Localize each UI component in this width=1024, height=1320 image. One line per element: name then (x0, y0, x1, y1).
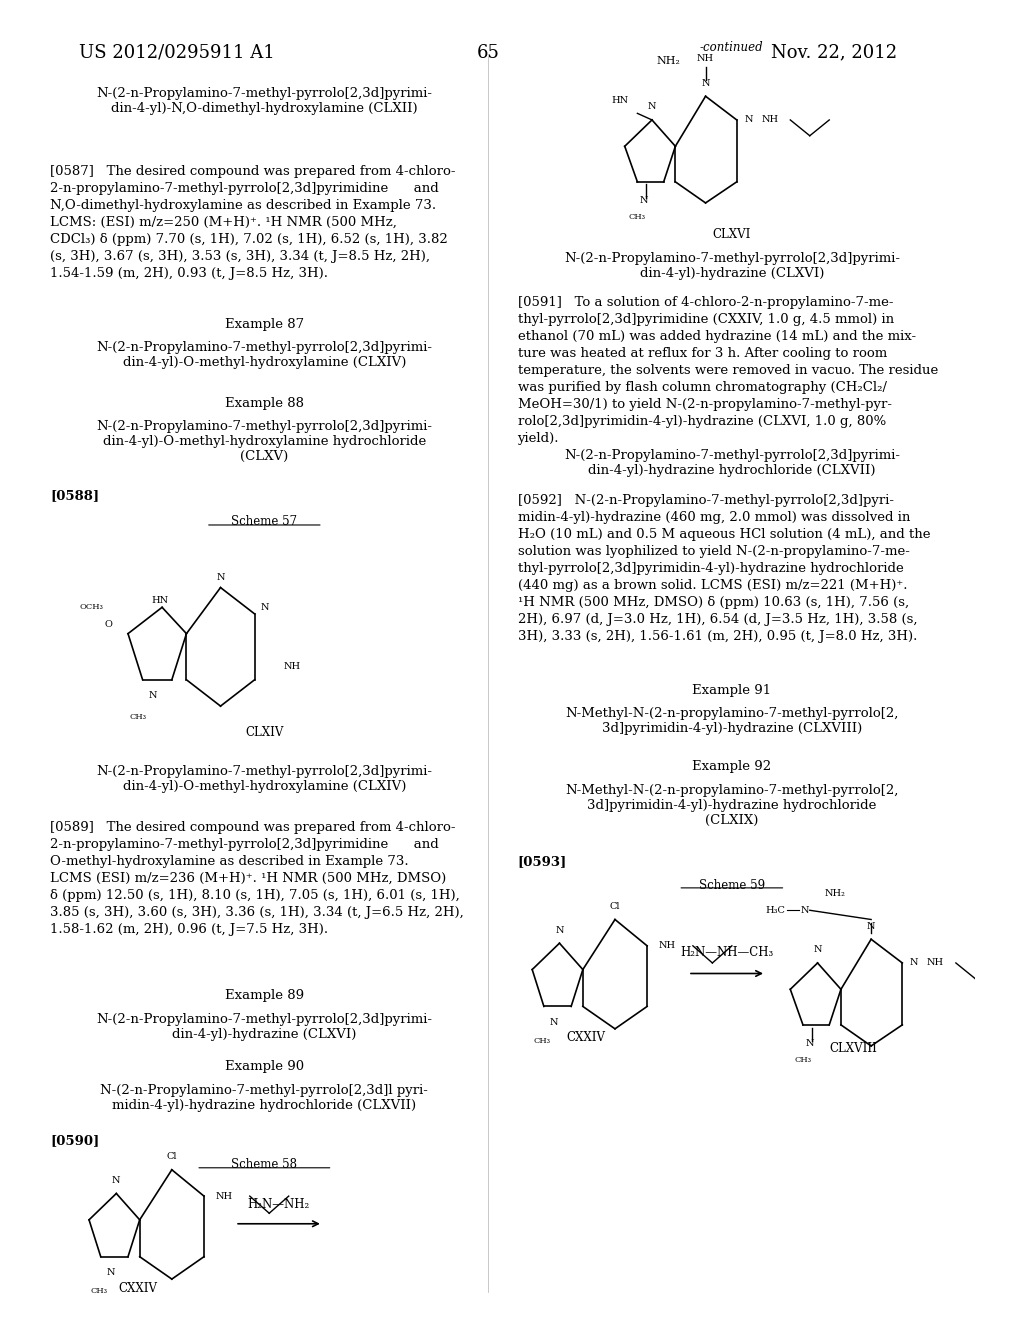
Text: CH₃: CH₃ (90, 1287, 108, 1295)
Text: Example 92: Example 92 (692, 760, 771, 774)
Text: NH: NH (658, 941, 676, 950)
Text: N: N (813, 945, 822, 954)
Text: N: N (260, 603, 268, 611)
Text: N-(2-n-Propylamino-7-methyl-pyrrolo[2,3d]l pyri-
midin-4-yl)-hydrazine hydrochlo: N-(2-n-Propylamino-7-methyl-pyrrolo[2,3d… (100, 1084, 428, 1113)
Text: O: O (104, 620, 113, 628)
Text: N: N (806, 1039, 814, 1048)
Text: N: N (701, 79, 710, 87)
Text: N-(2-n-Propylamino-7-methyl-pyrrolo[2,3d]pyrimi-
din-4-yl)-O-methyl-hydroxylamin: N-(2-n-Propylamino-7-methyl-pyrrolo[2,3d… (96, 342, 432, 370)
Text: Example 90: Example 90 (225, 1060, 304, 1073)
Text: N-(2-n-Propylamino-7-methyl-pyrrolo[2,3d]pyrimi-
din-4-yl)-hydrazine (CLXVI): N-(2-n-Propylamino-7-methyl-pyrrolo[2,3d… (96, 1012, 432, 1041)
Text: Example 91: Example 91 (692, 684, 771, 697)
Text: N-(2-n-Propylamino-7-methyl-pyrrolo[2,3d]pyrimi-
din-4-yl)-O-methyl-hydroxylamin: N-(2-n-Propylamino-7-methyl-pyrrolo[2,3d… (96, 420, 432, 463)
Text: N: N (148, 692, 157, 700)
Text: Example 88: Example 88 (225, 396, 304, 409)
Text: Scheme 57: Scheme 57 (231, 515, 297, 528)
Text: CLXVIII: CLXVIII (829, 1041, 878, 1055)
Text: N: N (801, 906, 809, 915)
Text: H₂N—NH—CH₃: H₂N—NH—CH₃ (680, 946, 773, 960)
Text: NH: NH (927, 958, 944, 968)
Text: OCH₃: OCH₃ (79, 603, 103, 611)
Text: 65: 65 (477, 44, 500, 62)
Text: N-(2-n-Propylamino-7-methyl-pyrrolo[2,3d]pyrimi-
din-4-yl)-hydrazine hydrochlori: N-(2-n-Propylamino-7-methyl-pyrrolo[2,3d… (564, 449, 900, 478)
Text: CH₃: CH₃ (795, 1056, 811, 1064)
Text: N-Methyl-N-(2-n-propylamino-7-methyl-pyrrolo[2,
3d]pyrimidin-4-yl)-hydrazine hyd: N-Methyl-N-(2-n-propylamino-7-methyl-pyr… (565, 784, 898, 826)
Text: H₃C: H₃C (766, 906, 785, 915)
Text: N: N (909, 958, 919, 968)
Text: N: N (106, 1269, 115, 1276)
Text: Scheme 58: Scheme 58 (231, 1158, 297, 1171)
Text: CLXVI: CLXVI (713, 228, 751, 242)
Text: CH₃: CH₃ (129, 713, 146, 721)
Text: CXXIV: CXXIV (566, 1031, 605, 1044)
Text: NH: NH (216, 1192, 232, 1201)
Text: N-(2-n-Propylamino-7-methyl-pyrrolo[2,3d]pyrimi-
din-4-yl)-O-methyl-hydroxylamin: N-(2-n-Propylamino-7-methyl-pyrrolo[2,3d… (96, 766, 432, 793)
Text: N-(2-n-Propylamino-7-methyl-pyrrolo[2,3d]pyrimi-
din-4-yl)-hydrazine (CLXVI): N-(2-n-Propylamino-7-methyl-pyrrolo[2,3d… (564, 252, 900, 280)
Text: Cl: Cl (609, 902, 621, 911)
Text: NH₂: NH₂ (656, 55, 681, 66)
Text: N: N (867, 921, 876, 931)
Text: [0589]   The desired compound was prepared from 4-chloro-
2-n-propylamino-7-meth: [0589] The desired compound was prepared… (50, 821, 464, 936)
Text: [0591]   To a solution of 4-chloro-2-n-propylamino-7-me-
thyl-pyrrolo[2,3d]pyrim: [0591] To a solution of 4-chloro-2-n-pro… (517, 297, 938, 445)
Text: [0593]: [0593] (517, 855, 567, 869)
Text: NH: NH (761, 115, 778, 124)
Text: Example 87: Example 87 (225, 318, 304, 330)
Text: HN: HN (611, 95, 629, 104)
Text: N: N (555, 925, 564, 935)
Text: Scheme 59: Scheme 59 (698, 879, 765, 891)
Text: CXXIV: CXXIV (118, 1282, 158, 1295)
Text: CLXIV: CLXIV (245, 726, 284, 739)
Text: NH: NH (284, 663, 301, 671)
Text: N: N (648, 102, 656, 111)
Text: N: N (112, 1176, 121, 1185)
Text: NH: NH (697, 54, 714, 63)
Text: CH₃: CH₃ (534, 1036, 551, 1044)
Text: [0588]: [0588] (50, 488, 99, 502)
Text: [0590]: [0590] (50, 1134, 99, 1147)
Text: US 2012/0295911 A1: US 2012/0295911 A1 (79, 44, 275, 62)
Text: N: N (744, 115, 753, 124)
Text: Nov. 22, 2012: Nov. 22, 2012 (771, 44, 897, 62)
Text: CH₃: CH₃ (629, 214, 646, 222)
Text: [0587]   The desired compound was prepared from 4-chloro-
2-n-propylamino-7-meth: [0587] The desired compound was prepared… (50, 165, 456, 280)
Text: Example 89: Example 89 (225, 989, 304, 1002)
Text: N: N (550, 1018, 558, 1027)
Text: Cl: Cl (167, 1152, 177, 1162)
Text: N: N (216, 573, 225, 582)
Text: NH₂: NH₂ (824, 888, 845, 898)
Text: H₂N—NH₂: H₂N—NH₂ (248, 1197, 310, 1210)
Text: [0592]   N-(2-n-Propylamino-7-methyl-pyrrolo[2,3d]pyri-
midin-4-yl)-hydrazine (4: [0592] N-(2-n-Propylamino-7-methyl-pyrro… (517, 494, 930, 643)
Text: N-Methyl-N-(2-n-propylamino-7-methyl-pyrrolo[2,
3d]pyrimidin-4-yl)-hydrazine (CL: N-Methyl-N-(2-n-propylamino-7-methyl-pyr… (565, 708, 898, 735)
Text: N-(2-n-Propylamino-7-methyl-pyrrolo[2,3d]pyrimi-
din-4-yl)-N,O-dimethyl-hydroxyl: N-(2-n-Propylamino-7-methyl-pyrrolo[2,3d… (96, 87, 432, 115)
Text: HN: HN (152, 597, 169, 606)
Text: -continued: -continued (700, 41, 764, 54)
Text: N: N (640, 195, 648, 205)
